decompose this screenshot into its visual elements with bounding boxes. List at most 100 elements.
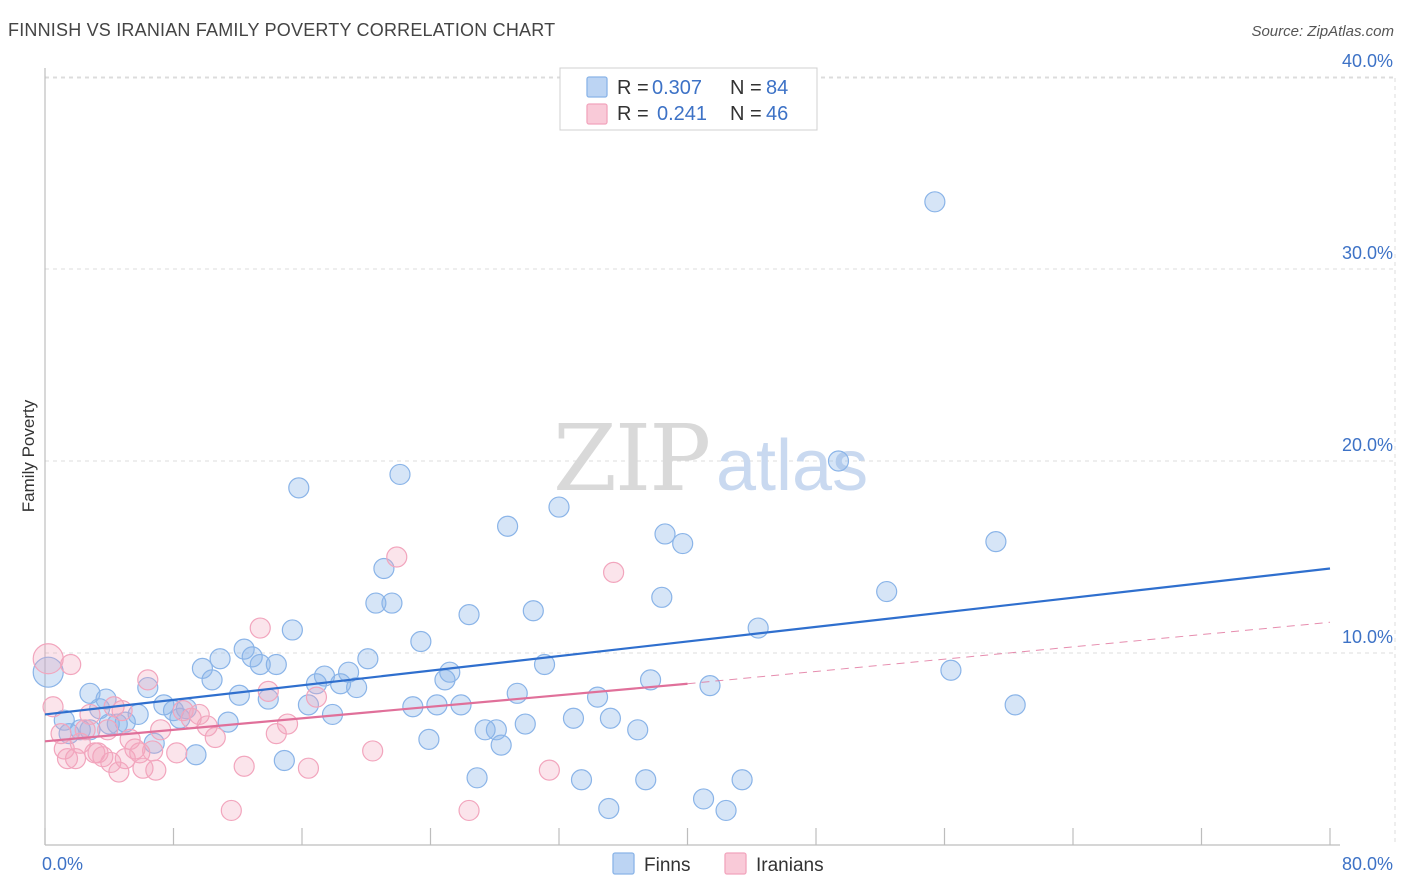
data-points bbox=[32, 191, 1026, 822]
finns-point bbox=[281, 619, 303, 641]
watermark-zip: ZIP bbox=[553, 405, 709, 512]
iranians-point bbox=[204, 726, 226, 749]
iranians-point bbox=[305, 686, 328, 708]
chart-title: FINNISH VS IRANIAN FAMILY POVERTY CORREL… bbox=[8, 20, 556, 40]
finns-point bbox=[466, 767, 488, 789]
y-tick-label: 20.0% bbox=[1342, 435, 1393, 455]
finns-point bbox=[217, 711, 239, 733]
iranians-point bbox=[362, 740, 384, 762]
iranians-point bbox=[60, 653, 82, 676]
legend-n-label-finns: N = bbox=[730, 77, 762, 99]
finns-point bbox=[490, 734, 512, 756]
iranians-point bbox=[297, 757, 320, 779]
finns-point bbox=[548, 496, 570, 518]
iranians-point bbox=[276, 713, 299, 735]
legend-r-value-iranians: 0.241 bbox=[657, 103, 707, 125]
finns-point bbox=[79, 682, 101, 704]
finns-point bbox=[522, 600, 544, 622]
finns-point bbox=[699, 675, 721, 697]
iranians-point bbox=[257, 680, 279, 703]
iranians-point bbox=[108, 761, 130, 783]
finns-point bbox=[209, 648, 231, 670]
legend-swatch-iranians bbox=[586, 103, 608, 125]
finns-point bbox=[562, 707, 585, 729]
trend-lines bbox=[44, 567, 1331, 743]
finns-point bbox=[241, 646, 263, 668]
y-tick-labels: 10.0% 20.0% 30.0% 40.0% bbox=[1342, 51, 1393, 647]
finns-point bbox=[514, 713, 536, 735]
source-label: Source: ZipAtlas.com bbox=[1251, 23, 1394, 40]
finns-point bbox=[297, 694, 320, 716]
finns-trend-line bbox=[44, 567, 1331, 716]
finns-point bbox=[249, 653, 271, 676]
axes bbox=[44, 68, 1340, 846]
finns-point bbox=[418, 728, 440, 751]
watermark-atlas: atlas bbox=[716, 426, 868, 506]
bottom-legend-iranians: Iranians bbox=[756, 855, 824, 876]
iranians-point bbox=[188, 703, 210, 726]
finns-point bbox=[827, 450, 850, 472]
iranians-point bbox=[145, 759, 167, 781]
legend-r-label-finns: R = bbox=[617, 77, 649, 99]
iranians-point bbox=[166, 742, 188, 764]
legend-swatch-finns bbox=[586, 76, 608, 98]
finns-point bbox=[692, 788, 715, 810]
finns-point bbox=[598, 797, 620, 820]
finns-point bbox=[410, 630, 432, 653]
finns-point bbox=[639, 669, 662, 691]
legend-r-label-iranians: R = bbox=[617, 103, 649, 125]
finns-point bbox=[439, 661, 461, 683]
iranians-point bbox=[220, 799, 242, 822]
finns-point bbox=[265, 653, 287, 676]
iranians-point bbox=[32, 643, 64, 675]
x-tick-labels: 0.0% 80.0% bbox=[42, 854, 1393, 874]
bottom-legend-swatch-finns bbox=[612, 852, 635, 875]
legend-n-label-iranians: N = bbox=[730, 103, 762, 125]
finns-point bbox=[346, 676, 368, 699]
finns-point bbox=[924, 191, 946, 213]
y-tick-label: 40.0% bbox=[1342, 51, 1393, 71]
iranians-point bbox=[538, 759, 560, 781]
finns-point bbox=[185, 744, 207, 766]
finns-point bbox=[137, 676, 159, 699]
finns-point bbox=[672, 532, 694, 555]
finns-point bbox=[95, 688, 117, 710]
iranians-point bbox=[137, 669, 159, 691]
finns-point bbox=[381, 592, 403, 614]
finns-point bbox=[273, 749, 295, 772]
iranians-point bbox=[172, 699, 194, 722]
finns-point bbox=[940, 659, 962, 681]
finns-point bbox=[635, 769, 657, 791]
y-tick-label: 10.0% bbox=[1342, 627, 1393, 647]
x-tick-label: 80.0% bbox=[1342, 854, 1393, 874]
finns-point bbox=[497, 515, 519, 537]
finns-point bbox=[715, 799, 737, 822]
x-tick-label: 0.0% bbox=[42, 854, 83, 874]
finns-point bbox=[570, 769, 593, 791]
bottom-legend: Finns Iranians bbox=[612, 852, 824, 876]
finns-point bbox=[357, 648, 379, 670]
iranians-trend-extension bbox=[687, 621, 1331, 685]
finns-point bbox=[876, 580, 898, 603]
finns-point bbox=[389, 463, 411, 486]
y-tick-label: 30.0% bbox=[1342, 243, 1393, 263]
iranians-point bbox=[386, 546, 408, 568]
finns-point bbox=[233, 638, 255, 660]
finns-point bbox=[32, 656, 64, 688]
legend-r-value-finns: 0.307 bbox=[652, 77, 702, 99]
iranians-point bbox=[249, 617, 271, 639]
iranians-point bbox=[458, 799, 480, 822]
iranians-point bbox=[603, 561, 625, 583]
finns-point bbox=[288, 477, 310, 499]
iranians-point bbox=[111, 699, 133, 722]
legend-n-value-iranians: 46 bbox=[766, 103, 788, 125]
finns-point bbox=[201, 669, 223, 691]
finns-point bbox=[1004, 694, 1026, 716]
finns-point bbox=[985, 531, 1007, 553]
bottom-legend-finns: Finns bbox=[644, 855, 690, 876]
finns-point bbox=[458, 603, 480, 626]
iranians-trend-line bbox=[44, 682, 688, 743]
bottom-legend-swatch-iranians bbox=[724, 852, 747, 875]
finns-point bbox=[329, 673, 352, 695]
